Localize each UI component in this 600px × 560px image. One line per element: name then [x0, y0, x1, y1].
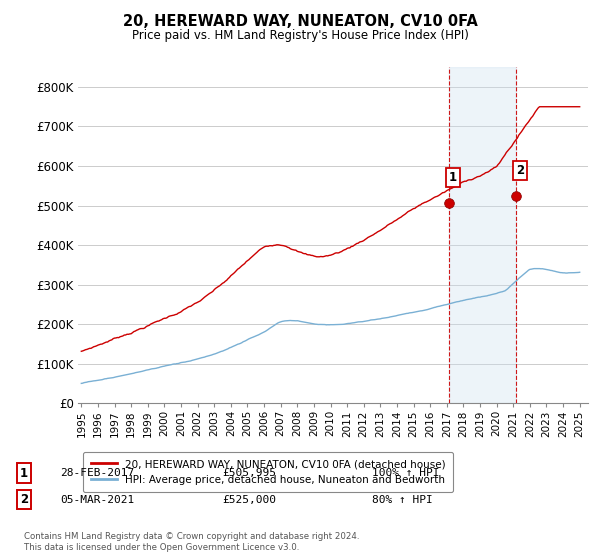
Text: £525,000: £525,000 [222, 494, 276, 505]
Text: 05-MAR-2021: 05-MAR-2021 [60, 494, 134, 505]
Text: 2: 2 [20, 493, 28, 506]
Legend: 20, HEREWARD WAY, NUNEATON, CV10 0FA (detached house), HPI: Average price, detac: 20, HEREWARD WAY, NUNEATON, CV10 0FA (de… [83, 452, 453, 492]
Text: 1: 1 [449, 171, 457, 184]
Text: 80% ↑ HPI: 80% ↑ HPI [372, 494, 433, 505]
Text: 20, HEREWARD WAY, NUNEATON, CV10 0FA: 20, HEREWARD WAY, NUNEATON, CV10 0FA [122, 14, 478, 29]
Text: 100% ↑ HPI: 100% ↑ HPI [372, 468, 439, 478]
Text: Price paid vs. HM Land Registry's House Price Index (HPI): Price paid vs. HM Land Registry's House … [131, 29, 469, 42]
Text: £505,995: £505,995 [222, 468, 276, 478]
Text: 28-FEB-2017: 28-FEB-2017 [60, 468, 134, 478]
Bar [449, 67, 516, 403]
Text: Contains HM Land Registry data © Crown copyright and database right 2024.
This d: Contains HM Land Registry data © Crown c… [24, 532, 359, 552]
Text: 2: 2 [516, 164, 524, 177]
Text: 1: 1 [20, 466, 28, 480]
